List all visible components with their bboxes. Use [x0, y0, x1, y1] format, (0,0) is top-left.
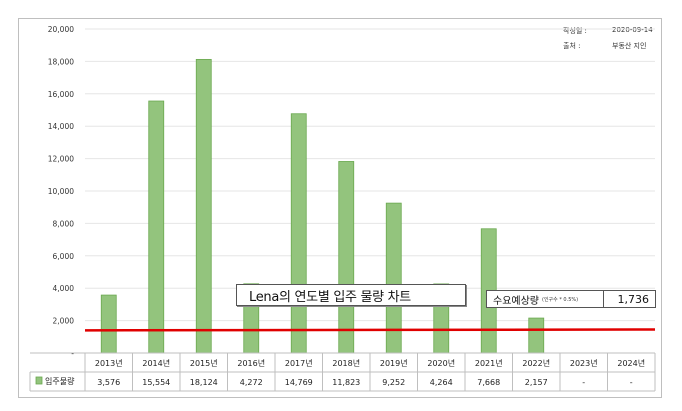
demand-label-cell: 수요예상량 (인구수 * 0.5%): [487, 291, 604, 307]
y-tick-label: 4,000: [53, 284, 75, 293]
x-category-label: 2015년: [190, 358, 218, 368]
data-label: -: [582, 378, 585, 387]
legend-swatch: [35, 376, 43, 385]
bar: [100, 294, 117, 354]
y-tick-label: 8,000: [53, 219, 75, 228]
data-label: 11,823: [332, 378, 360, 387]
x-category-label: 2023년: [570, 358, 598, 368]
created-label: 작성일 :: [563, 27, 587, 35]
x-category-label: 2020년: [427, 358, 455, 368]
data-label: -: [630, 378, 633, 387]
data-label: 18,124: [190, 378, 218, 387]
legend-series-name: 입주물량: [45, 376, 75, 386]
bar: [528, 317, 545, 354]
chart-title: Lena의 연도별 입주 물량 차트: [236, 284, 466, 306]
x-category-label: 2014년: [142, 358, 170, 368]
source-value: 부동산 지인: [612, 42, 647, 50]
x-category-label: 2016년: [237, 358, 265, 368]
bar: [338, 161, 355, 354]
y-tick-label: 10,000: [48, 187, 74, 196]
data-label: 2,157: [525, 378, 548, 387]
y-tick-label: 14,000: [48, 122, 74, 131]
y-tick-label: 20,000: [48, 25, 74, 34]
created-date: 2020-09-14: [612, 26, 653, 34]
demand-reference-line: [84, 328, 656, 332]
bar: [195, 58, 212, 354]
y-tick-label: 2,000: [53, 317, 75, 326]
demand-label: 수요예상량: [493, 295, 539, 307]
y-tick-label: 16,000: [48, 90, 74, 99]
demand-estimate-box: 수요예상량 (인구수 * 0.5%) 1,736: [486, 290, 656, 308]
source-label: 출처 :: [563, 42, 581, 50]
x-category-label: 2022년: [522, 358, 550, 368]
data-label: 9,252: [382, 378, 405, 387]
bar: [290, 113, 307, 354]
x-category-label: 2018년: [332, 358, 360, 368]
x-category-label: 2013년: [95, 358, 123, 368]
data-label: 3,576: [97, 378, 120, 387]
bar: [148, 100, 165, 354]
demand-note: (인구수 * 0.5%): [542, 296, 579, 303]
y-tick-label: 6,000: [53, 252, 75, 261]
x-category-label: 2019년: [380, 358, 408, 368]
data-label: 4,264: [430, 378, 453, 387]
data-label: 4,272: [240, 378, 263, 387]
data-label: 14,769: [285, 378, 313, 387]
data-label: 15,554: [142, 378, 170, 387]
demand-value: 1,736: [617, 292, 650, 306]
y-tick-label: 18,000: [48, 57, 74, 66]
x-category-label: 2024년: [617, 358, 645, 368]
y-tick-label: 12,000: [48, 155, 74, 164]
x-category-label: 2021년: [475, 358, 503, 368]
x-category-label: 2017년: [285, 358, 313, 368]
data-label: 7,668: [477, 378, 500, 387]
